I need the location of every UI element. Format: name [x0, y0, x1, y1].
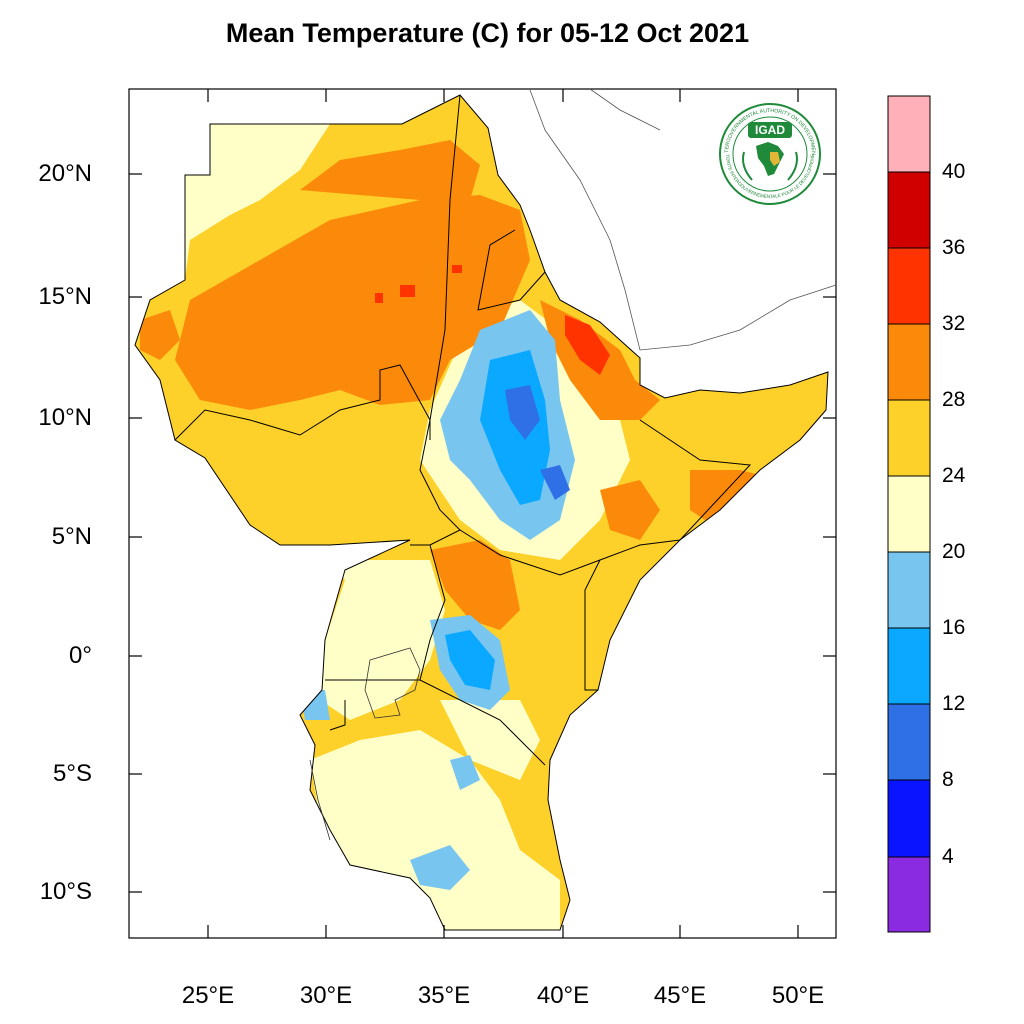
colorbar-label-40: 40 [942, 160, 966, 183]
colorbar-bin-9 [888, 172, 930, 248]
igad-logo: INTERGOVERNMENTAL AUTHORITY ON DEVELOPME… [718, 102, 821, 205]
arabian-peninsula-outline [529, 88, 837, 351]
colorbar-bin-3 [888, 628, 930, 704]
colorbar-label-28: 28 [942, 388, 966, 411]
colorbar-label-36: 36 [942, 236, 966, 259]
logo-name: IGAD [755, 123, 785, 137]
lon-label-40e: 40°E [536, 982, 590, 1009]
lat-label-0: 0° [69, 642, 92, 669]
map-title: Mean Temperature (C) for 05-12 Oct 2021 [225, 18, 750, 48]
lon-label-30e: 30°E [299, 982, 353, 1009]
axis-ticks [129, 89, 836, 938]
lat-label-15n: 15°N [38, 283, 92, 310]
colorbar-label-12: 12 [942, 692, 966, 715]
colorbar-label-20: 20 [942, 540, 966, 563]
coastline [134, 94, 829, 931]
colorbar-bin-5 [888, 476, 930, 552]
lon-label-35e: 35°E [417, 982, 471, 1009]
colorbar-bin-8 [888, 248, 930, 324]
colorbar [887, 95, 931, 933]
colorbar-label-16: 16 [942, 616, 966, 639]
lon-label-45e: 45°E [653, 982, 707, 1009]
colorbar-bin-1 [888, 780, 930, 857]
colorbar-bin-2 [888, 704, 930, 780]
colorbar-label-24: 24 [942, 464, 966, 487]
colorbar-bin-10 [888, 96, 930, 172]
lat-label-5s: 5°S [53, 760, 92, 787]
lat-label-10s: 10°S [39, 878, 92, 905]
lat-label-20n: 20°N [38, 160, 92, 187]
lon-label-25e: 25°E [181, 982, 235, 1009]
colorbar-label-32: 32 [942, 312, 966, 335]
lat-label-10n: 10°N [38, 404, 92, 431]
lon-label-50e: 50°E [771, 982, 825, 1009]
colorbar-bin-0 [888, 857, 930, 932]
lakes [309, 647, 421, 841]
colorbar-bin-6 [888, 400, 930, 476]
country-borders [174, 94, 752, 766]
colorbar-bin-7 [888, 324, 930, 400]
colorbar-label-8: 8 [942, 768, 954, 791]
lat-label-5n: 5°N [51, 523, 92, 550]
colorbar-label-4: 4 [942, 845, 954, 868]
colorbar-bin-4 [888, 552, 930, 628]
